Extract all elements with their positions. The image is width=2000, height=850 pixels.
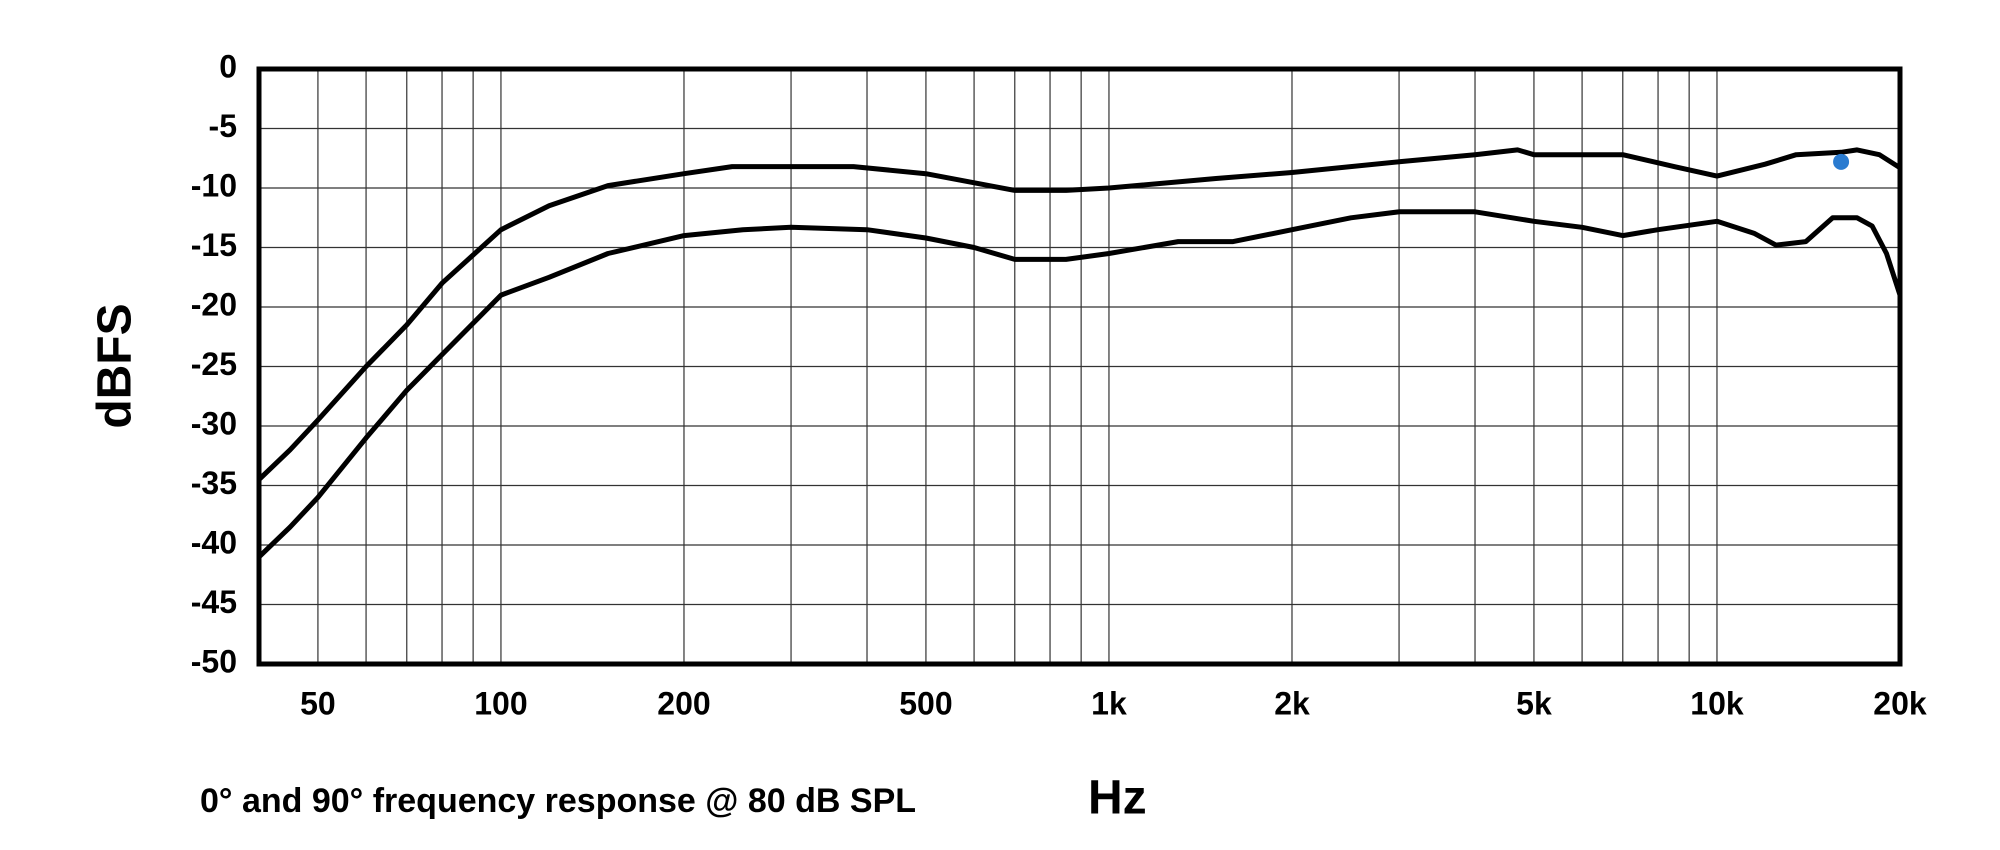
y-tick-label: -10 [191,167,237,203]
x-tick-label: 100 [474,685,527,721]
x-tick-label: 5k [1516,685,1552,721]
response-line [257,209,1903,559]
response-line [257,147,1902,482]
marker-dot [1833,153,1850,170]
x-tick-label: 2k [1274,685,1310,721]
y-tick-label: 0 [219,48,237,84]
caption: 0° and 90° frequency response @ 80 dB SP… [200,782,916,820]
y-tick-label: -35 [191,465,237,501]
x-axis-label: Hz [1088,772,1147,825]
y-tick-label: -20 [191,286,237,322]
x-tick-label: 50 [300,685,336,721]
y-tick-label: -15 [191,227,237,263]
y-tick-label: -45 [191,584,237,620]
y-tick-label: -5 [209,108,237,144]
y-tick-label: -25 [191,346,237,382]
y-tick-label: -40 [191,524,237,560]
plot-frame [256,66,1903,667]
x-tick-label: 500 [899,685,952,721]
x-tick-label: 1k [1091,685,1127,721]
y-tick-label: -30 [191,405,237,441]
x-tick-label: 200 [657,685,710,721]
y-axis-label: dBFS [89,303,142,428]
x-tick-label: 10k [1690,685,1744,721]
x-tick-label: 20k [1873,685,1927,721]
y-tick-label: -50 [191,643,237,679]
